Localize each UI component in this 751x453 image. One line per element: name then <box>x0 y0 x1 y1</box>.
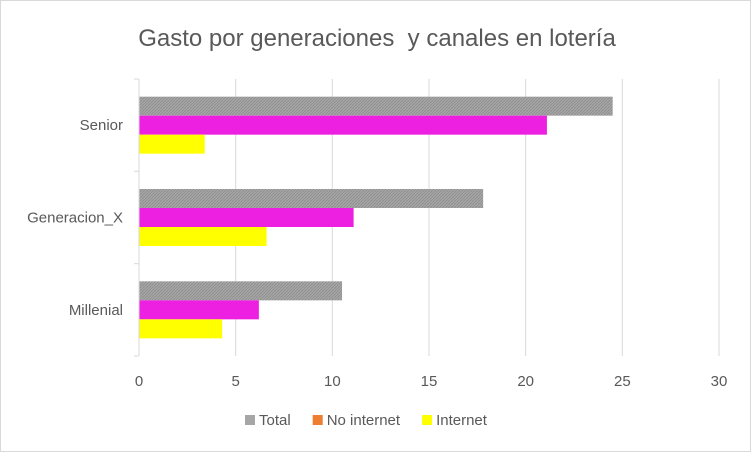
bar-internet <box>139 227 267 246</box>
legend-swatch <box>312 415 323 425</box>
y-category-label: Millenial <box>69 302 123 319</box>
chart-title: Gasto por generaciones y canales en lote… <box>138 25 616 52</box>
legend-label: Total <box>259 412 291 429</box>
legend-label: No internet <box>327 412 401 429</box>
bar-no-internet <box>139 115 547 135</box>
bar-total <box>139 281 342 301</box>
axis-layer: 0 5 10 15 20 25 30 Senior Generacion_X Millenial <box>27 78 728 390</box>
legend-item: No internet <box>312 412 401 429</box>
y-category-label: Generacion_X <box>27 210 123 227</box>
bar-total <box>139 189 484 208</box>
x-tick-label: 30 <box>711 373 728 390</box>
x-tick-label: 20 <box>517 373 534 390</box>
bar-no-internet <box>139 208 354 227</box>
x-tick-label: 5 <box>231 373 239 390</box>
legend-item: Internet <box>422 412 488 429</box>
legend-label: Internet <box>436 412 488 429</box>
x-tick-label: 10 <box>324 373 341 390</box>
x-tick-label: 15 <box>421 373 438 390</box>
legend-swatch <box>422 415 433 425</box>
bar-no-internet <box>139 300 259 320</box>
x-tick-label: 25 <box>614 373 631 390</box>
bar-internet <box>139 134 205 154</box>
bars-layer <box>139 96 613 339</box>
legend-item: Total <box>245 412 291 429</box>
bar-internet <box>139 319 223 339</box>
legend-swatch <box>245 415 255 425</box>
bar-total <box>139 96 613 116</box>
x-tick-label: 0 <box>135 373 143 390</box>
legend: Total No internet Internet <box>245 412 488 429</box>
y-category-label: Senior <box>80 117 123 134</box>
